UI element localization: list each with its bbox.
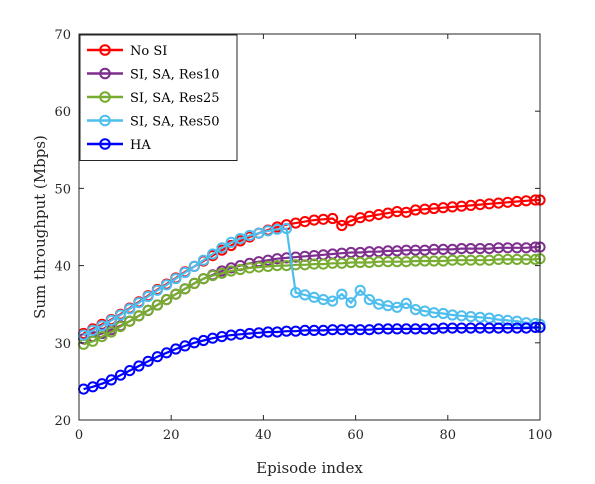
data-point (151, 351, 163, 363)
data-point (197, 254, 210, 266)
data-point (391, 301, 403, 313)
axes-box (78, 33, 541, 421)
data-point (161, 279, 173, 291)
series-line (83, 257, 541, 346)
data-point (96, 378, 108, 390)
data-point (114, 309, 127, 321)
axes-layer: 0 20 40 60 80 100 20 30 40 50 60 70 (54, 28, 552, 443)
y-tick-label: 70 (54, 28, 71, 43)
data-point (188, 277, 200, 289)
data-point (133, 297, 145, 309)
x-tick-label: 100 (528, 428, 553, 443)
series-layer (78, 194, 546, 395)
data-point (161, 294, 173, 306)
data-point (96, 320, 108, 332)
legend-label: HA (130, 138, 151, 153)
data-point (363, 294, 375, 306)
legend-entry-1: SI, SA, Res10 (87, 68, 220, 83)
legend-swatch-marker (99, 138, 111, 150)
data-point (354, 284, 366, 296)
data-point (124, 315, 136, 327)
data-point (96, 331, 108, 343)
y-tick-label: 50 (54, 182, 71, 197)
data-point (87, 335, 99, 347)
data-point (336, 288, 348, 300)
legend-swatch-marker (99, 44, 111, 56)
data-point (161, 347, 173, 359)
data-point (234, 233, 246, 245)
y-tick-label: 60 (54, 105, 71, 120)
data-point (179, 340, 191, 352)
y-axis-label: Sum throughput (Mbps) (31, 135, 49, 319)
legend-entry-2: SI, SA, Res25 (87, 91, 220, 106)
data-point (142, 304, 154, 316)
data-point (225, 236, 237, 248)
legend: No SI SI, SA, Res10 SI, SA, Res25 SI, SA, R… (79, 34, 238, 161)
data-point (124, 365, 136, 377)
legend-label: SI, SA, Res10 (130, 68, 220, 83)
data-point (124, 303, 136, 315)
x-tick-label: 20 (163, 428, 180, 443)
y-tick-label: 30 (54, 337, 71, 352)
data-point (179, 283, 191, 295)
data-point (280, 222, 293, 235)
data-point (400, 297, 412, 309)
data-point (188, 260, 200, 272)
data-point (142, 355, 154, 367)
data-point (105, 374, 117, 386)
x-tick-label: 0 (75, 428, 83, 443)
data-point (151, 299, 163, 311)
y-tick-label: 20 (54, 414, 71, 429)
data-point (170, 273, 182, 285)
data-point (327, 295, 339, 307)
data-point (133, 310, 145, 322)
series-3 (78, 222, 546, 341)
x-axis-label: Episode index (256, 459, 363, 477)
legend-swatch-marker (99, 114, 111, 127)
data-point (207, 248, 219, 260)
legend-entry-4: HA (87, 138, 151, 153)
y-tick-label: 40 (54, 260, 71, 275)
legend-entry-3: SI, SA, Res50 (87, 115, 220, 130)
data-point (336, 219, 348, 232)
data-point (114, 369, 127, 381)
data-point (179, 266, 191, 279)
legend-swatch-marker (99, 67, 111, 80)
data-point (105, 326, 117, 338)
data-point (105, 314, 117, 326)
series-4 (78, 321, 546, 395)
series-line (83, 326, 540, 391)
data-point (327, 212, 339, 225)
x-tick-label: 60 (347, 428, 364, 443)
legend-label: SI, SA, Res50 (130, 115, 220, 130)
data-point (114, 321, 127, 333)
legend-swatch-marker (99, 91, 111, 103)
data-point (151, 284, 163, 296)
data-point (142, 290, 154, 303)
data-point (87, 324, 99, 336)
x-tick-label: 80 (440, 428, 457, 443)
legend-label: SI, SA, Res25 (130, 91, 220, 106)
data-point (133, 360, 145, 372)
data-point (216, 242, 228, 254)
legend-label: No SI (130, 44, 167, 59)
series-line (83, 227, 541, 337)
legend-entry-0: No SI (87, 44, 167, 59)
x-tick-label: 40 (255, 428, 272, 443)
data-point (170, 288, 182, 300)
data-point (345, 297, 357, 309)
